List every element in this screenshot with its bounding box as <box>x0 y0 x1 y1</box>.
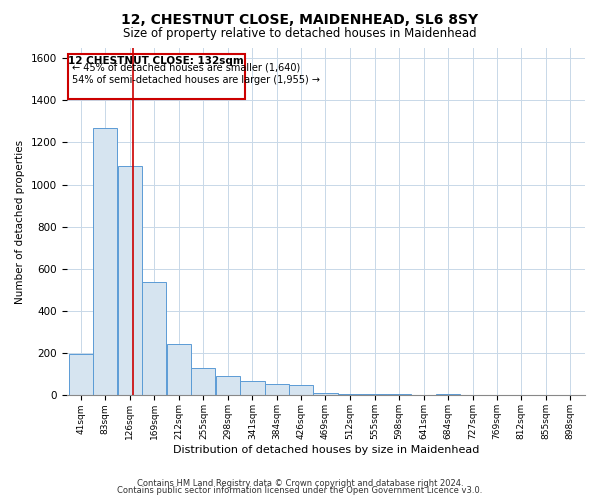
Text: ← 45% of detached houses are smaller (1,640): ← 45% of detached houses are smaller (1,… <box>73 62 301 72</box>
Bar <box>289 385 313 396</box>
Bar <box>118 166 142 396</box>
FancyBboxPatch shape <box>68 54 245 99</box>
Bar <box>387 394 411 396</box>
Bar <box>142 282 166 396</box>
Text: 12, CHESTNUT CLOSE, MAIDENHEAD, SL6 8SY: 12, CHESTNUT CLOSE, MAIDENHEAD, SL6 8SY <box>121 12 479 26</box>
Text: Size of property relative to detached houses in Maidenhead: Size of property relative to detached ho… <box>123 28 477 40</box>
Bar <box>93 128 118 396</box>
Bar <box>167 344 191 396</box>
Bar <box>265 384 289 396</box>
Bar <box>313 394 338 396</box>
Text: Contains HM Land Registry data © Crown copyright and database right 2024.: Contains HM Land Registry data © Crown c… <box>137 478 463 488</box>
Text: Contains public sector information licensed under the Open Government Licence v3: Contains public sector information licen… <box>118 486 482 495</box>
Bar <box>241 380 265 396</box>
Text: 12 CHESTNUT CLOSE: 132sqm: 12 CHESTNUT CLOSE: 132sqm <box>68 56 244 66</box>
Bar <box>191 368 215 396</box>
Bar <box>216 376 240 396</box>
Text: 54% of semi-detached houses are larger (1,955) →: 54% of semi-detached houses are larger (… <box>73 75 320 85</box>
Bar <box>362 394 386 396</box>
Bar <box>436 394 460 396</box>
Bar <box>69 354 94 396</box>
Bar <box>338 394 362 396</box>
Y-axis label: Number of detached properties: Number of detached properties <box>15 140 25 304</box>
X-axis label: Distribution of detached houses by size in Maidenhead: Distribution of detached houses by size … <box>173 445 479 455</box>
